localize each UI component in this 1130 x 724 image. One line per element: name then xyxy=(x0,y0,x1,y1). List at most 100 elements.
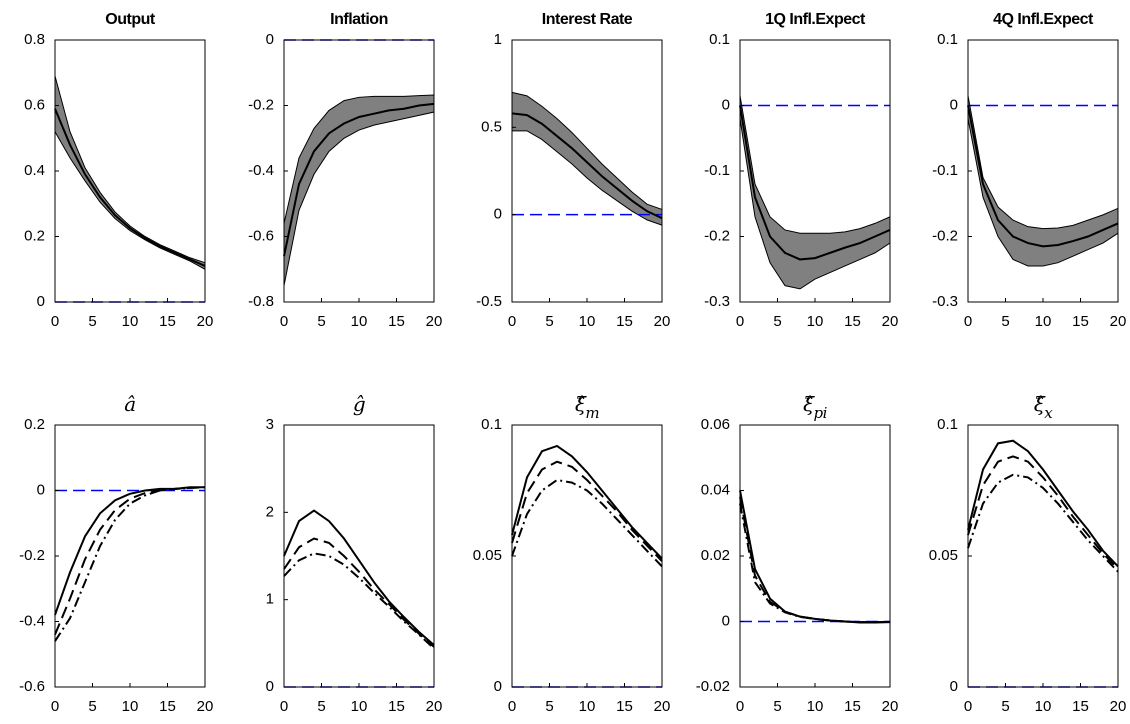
series-line xyxy=(283,102,435,257)
x-tick-label: 20 xyxy=(1110,313,1127,330)
x-tick-label: 0 xyxy=(280,698,288,715)
y-tick-label: 0 xyxy=(722,96,730,113)
series-line xyxy=(54,108,206,267)
y-tick-label: 0 xyxy=(37,293,45,310)
subplot: Inflation -0.8 -0.6 -0.4 -0.2 0 0 5 10 15 20 xyxy=(248,11,442,330)
x-tick-label: 20 xyxy=(197,313,214,330)
x-tick-label: 15 xyxy=(1072,698,1089,715)
x-tick-label: 5 xyxy=(1001,698,1009,715)
confidence-band xyxy=(54,75,206,271)
x-tick-label: 5 xyxy=(545,313,553,330)
title-main: â xyxy=(124,392,135,416)
y-tick-label: 0.05 xyxy=(473,547,502,564)
y-tick-label: 0 xyxy=(950,678,958,695)
y-tick-label: -0.2 xyxy=(704,227,730,244)
confidence-band xyxy=(283,94,435,286)
y-tick-label: -0.5 xyxy=(476,293,502,310)
y-tick-label: 1 xyxy=(494,31,502,48)
subplot: ξ̂pi -0.02 0 0.02 0.04 0.06 0 5 10 15 20 xyxy=(696,392,899,715)
y-tick-label: 3 xyxy=(266,416,274,433)
y-tick-label: 0.04 xyxy=(701,481,730,498)
y-tick-label: -0.3 xyxy=(932,293,958,310)
y-tick-label: 0 xyxy=(950,96,958,113)
axes-frame xyxy=(739,424,891,688)
y-tick-label: 0.4 xyxy=(24,162,45,179)
series-line xyxy=(967,105,1119,248)
subplot: Output 0 0.2 0.4 0.6 0.8 0 5 10 15 20 xyxy=(24,11,213,330)
title-subscript: pi xyxy=(814,404,828,422)
x-tick-label: 10 xyxy=(1035,313,1052,330)
subplot-title: Interest Rate xyxy=(542,11,633,28)
y-tick-label: 1 xyxy=(266,591,274,608)
x-tick-label: 20 xyxy=(654,698,671,715)
x-tick-label: 15 xyxy=(844,313,861,330)
x-tick-label: 20 xyxy=(1110,698,1127,715)
y-tick-label: -0.2 xyxy=(932,227,958,244)
y-tick-label: -0.3 xyxy=(704,293,730,310)
y-tick-label: -0.6 xyxy=(248,227,274,244)
x-tick-label: 15 xyxy=(388,313,405,330)
x-tick-label: 0 xyxy=(964,698,972,715)
y-tick-label: 0.8 xyxy=(24,31,45,48)
y-tick-label: -0.1 xyxy=(932,162,958,179)
x-tick-label: 0 xyxy=(736,313,744,330)
y-tick-label: 0 xyxy=(494,206,502,223)
subplot-title: ξ̂pi xyxy=(803,392,828,423)
y-tick-label: 0.1 xyxy=(937,416,958,433)
subplot-title: â xyxy=(124,392,135,416)
series-line xyxy=(967,439,1119,568)
x-tick-label: 10 xyxy=(122,313,139,330)
series-line xyxy=(739,496,891,624)
x-tick-label: 10 xyxy=(579,698,596,715)
title-main: Interest Rate xyxy=(542,11,633,28)
series-line xyxy=(54,486,205,616)
subplot-title: ξ̂m xyxy=(575,392,600,423)
title-main: ξ̂ xyxy=(575,392,587,416)
y-tick-label: 0.02 xyxy=(701,547,730,564)
x-tick-label: 20 xyxy=(882,698,899,715)
confidence-band xyxy=(739,95,891,290)
series-line xyxy=(283,537,435,648)
y-tick-label: -0.1 xyxy=(704,162,730,179)
y-tick-label: -0.4 xyxy=(19,612,45,629)
series-line xyxy=(739,105,891,261)
x-tick-label: 5 xyxy=(545,698,553,715)
subplot-title: Inflation xyxy=(330,11,388,28)
subplot-title: 1Q Infl.Expect xyxy=(765,11,866,28)
series-line xyxy=(511,478,663,568)
series-line xyxy=(54,486,206,635)
x-tick-label: 20 xyxy=(426,313,443,330)
x-tick-label: 20 xyxy=(654,313,671,330)
title-subscript: x xyxy=(1044,404,1053,422)
subplot: Interest Rate-0.500.510 5 10 15 20 xyxy=(476,11,670,330)
series-line xyxy=(511,444,663,560)
subplot-title: ĝ xyxy=(353,392,365,416)
y-tick-label: -0.6 xyxy=(19,678,45,695)
x-tick-label: 5 xyxy=(88,313,96,330)
y-tick-label: -0.2 xyxy=(19,547,45,564)
x-tick-label: 10 xyxy=(351,313,368,330)
y-tick-label: 0.2 xyxy=(24,416,45,433)
series-line xyxy=(511,460,663,562)
series-line xyxy=(283,509,435,646)
y-tick-label: -0.4 xyxy=(248,162,274,179)
y-tick-label: 0 xyxy=(266,31,274,48)
subplot-title: 4Q Infl.Expect xyxy=(993,11,1094,28)
y-tick-label: -0.8 xyxy=(248,293,274,310)
axes-frame xyxy=(54,39,206,303)
x-tick-label: 15 xyxy=(159,698,176,715)
subplot: ĝ 0 1 2 3 0 5 10 15 20 xyxy=(266,392,443,715)
x-tick-label: 10 xyxy=(351,698,368,715)
y-tick-label: 0.1 xyxy=(937,31,958,48)
y-tick-label: 0.2 xyxy=(24,227,45,244)
x-tick-label: 15 xyxy=(1072,313,1089,330)
x-tick-label: 0 xyxy=(280,313,288,330)
subplot-title: ξ̂x xyxy=(1034,392,1054,423)
subplot: 1Q Infl.Expect -0.3 -0.2 -0.1 0 0.1 0 5 10 15 20 xyxy=(704,11,898,330)
y-tick-label: 0 xyxy=(37,481,45,498)
x-tick-label: 5 xyxy=(88,698,96,715)
title-main: Output xyxy=(105,11,156,28)
x-tick-label: 5 xyxy=(317,313,325,330)
y-tick-label: 0.1 xyxy=(709,31,730,48)
